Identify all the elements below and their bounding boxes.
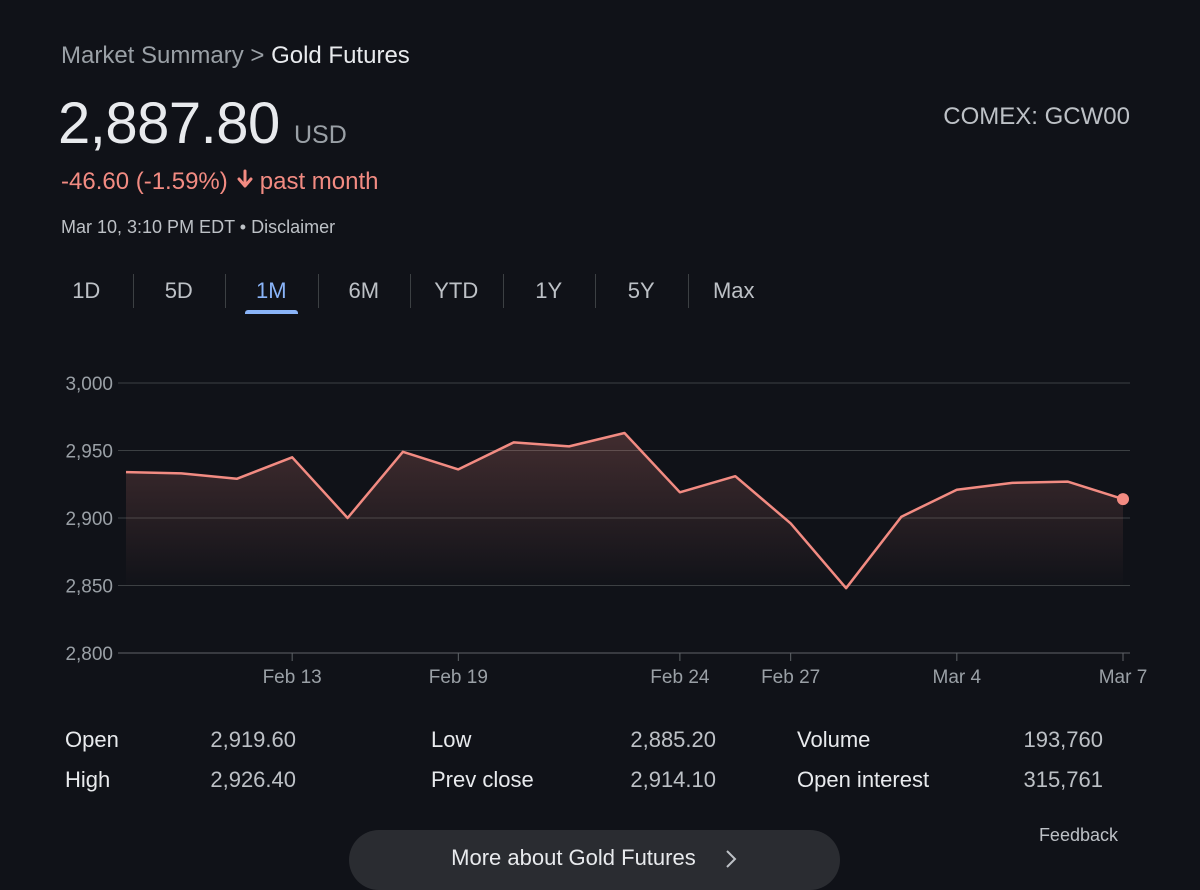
tab-max[interactable]: Max: [687, 270, 781, 314]
tab-5d[interactable]: 5D: [132, 270, 226, 314]
stat-value-low: 2,885.20: [630, 727, 716, 752]
breadcrumb-parent[interactable]: Market Summary: [61, 42, 244, 69]
stat-value-open: 2,919.60: [210, 727, 296, 752]
y-tick-label: 3,000: [65, 374, 113, 395]
stat-label-open: Open: [65, 727, 119, 752]
quote-meta: Mar 10, 3:10 PM EDT • Disclaimer: [61, 217, 335, 238]
stat-value-prev-close: 2,914.10: [630, 767, 716, 792]
quote-timestamp: Mar 10, 3:10 PM EDT: [61, 217, 235, 237]
currency-label: USD: [294, 121, 347, 149]
stat-label-prev-close: Prev close: [431, 767, 534, 792]
stat-value-open-interest: 315,761: [1023, 767, 1103, 792]
exchange-ticker: COMEX: GCW00: [943, 103, 1130, 130]
x-tick-label: Feb 19: [429, 667, 488, 688]
x-tick-label: Feb 27: [761, 667, 820, 688]
stat-label-open-interest: Open interest: [797, 767, 930, 792]
current-price: 2,887.80: [58, 91, 280, 156]
chart-last-point: [1117, 493, 1129, 506]
stat-label-volume: Volume: [797, 727, 871, 752]
x-tick-label: Mar 7: [1099, 667, 1148, 688]
breadcrumb-current: Gold Futures: [271, 42, 410, 69]
stat-value-high: 2,926.40: [210, 767, 296, 792]
y-tick-label: 2,850: [65, 577, 113, 598]
tab-1m[interactable]: 1M: [225, 270, 318, 314]
x-tick-label: Feb 24: [650, 667, 710, 688]
price-change: -46.60 (-1.59%) past month: [61, 168, 378, 196]
change-period: past month: [259, 168, 379, 195]
x-tick-label: Feb 13: [263, 667, 322, 688]
tab-1y[interactable]: 1Y: [502, 270, 596, 314]
feedback-link[interactable]: Feedback: [1038, 825, 1118, 845]
tab-1d[interactable]: 1D: [72, 278, 101, 303]
more-about-button[interactable]: More about Gold Futures: [349, 830, 840, 890]
breadcrumb: Market Summary > Gold Futures: [61, 42, 410, 70]
range-tabs: 1D 5D 1M 6M YTD 1Y 5Y Max: [40, 270, 780, 314]
tab-5y[interactable]: 5Y: [595, 270, 688, 314]
tab-6m[interactable]: 6M: [317, 270, 411, 314]
x-tick-label: Mar 4: [933, 667, 982, 688]
y-tick-label: 2,950: [65, 442, 113, 463]
meta-bullet: •: [239, 217, 247, 237]
y-tick-label: 2,800: [65, 644, 113, 665]
y-tick-label: 2,900: [65, 509, 113, 530]
breadcrumb-separator: >: [250, 42, 265, 69]
price-chart[interactable]: 3,000 2,950 2,900 2,850 2,800 Feb 13 Feb 19 Fe…: [0, 360, 1200, 700]
chart-price-line: [125, 431, 1124, 590]
change-value: -46.60 (-1.59%): [61, 168, 228, 195]
arrow-down-icon: [236, 168, 254, 196]
stat-label-high: High: [65, 767, 111, 792]
tab-ytd[interactable]: YTD: [410, 270, 503, 314]
disclaimer-link[interactable]: Disclaimer: [251, 217, 336, 237]
chart-area-fill: [126, 433, 1123, 589]
stat-value-volume: 193,760: [1023, 727, 1103, 752]
stat-label-low: Low: [431, 727, 472, 752]
